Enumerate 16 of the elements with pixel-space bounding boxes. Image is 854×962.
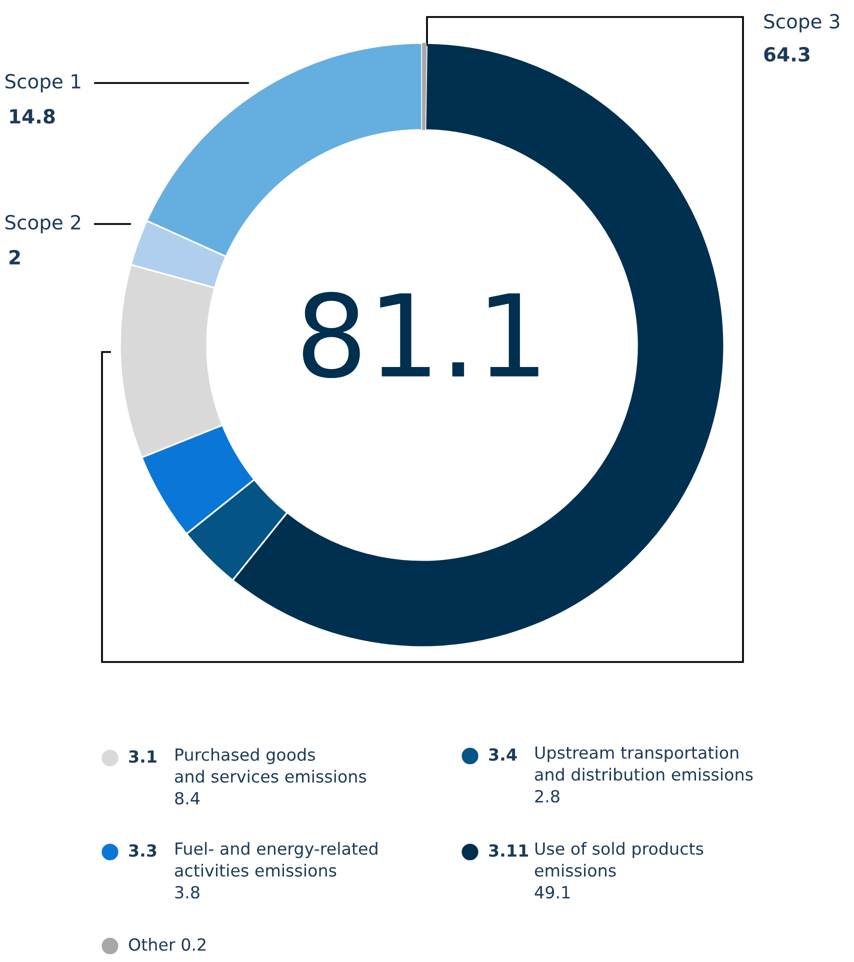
text: 81.1 xyxy=(302,292,538,378)
legend-label: Other 0.2 xyxy=(128,938,206,951)
slice-label: Scope 2 xyxy=(5,214,80,234)
data-label: 14.8 xyxy=(10,108,55,124)
data-label: 49.1 xyxy=(534,886,570,899)
text: 64.3 xyxy=(764,46,810,62)
legend-label: 3.11 Use of sold products emissions xyxy=(489,842,704,877)
legend-label: 3.4 Upstream transportation and distribution emissions xyxy=(489,746,753,781)
data-label: 3.8 xyxy=(175,886,200,899)
legend-label: 3.3 Fuel- and energy-related activities emissions xyxy=(129,842,378,877)
slice-label: Scope 1 xyxy=(5,74,80,92)
data-label: 2.8 xyxy=(535,790,560,803)
legend-label: 3.1 Purchased goods and services emissions xyxy=(129,748,366,783)
data-label: 2 xyxy=(10,250,20,264)
data-label: 8.4 xyxy=(175,792,200,805)
text: Scope 3 xyxy=(764,14,840,32)
